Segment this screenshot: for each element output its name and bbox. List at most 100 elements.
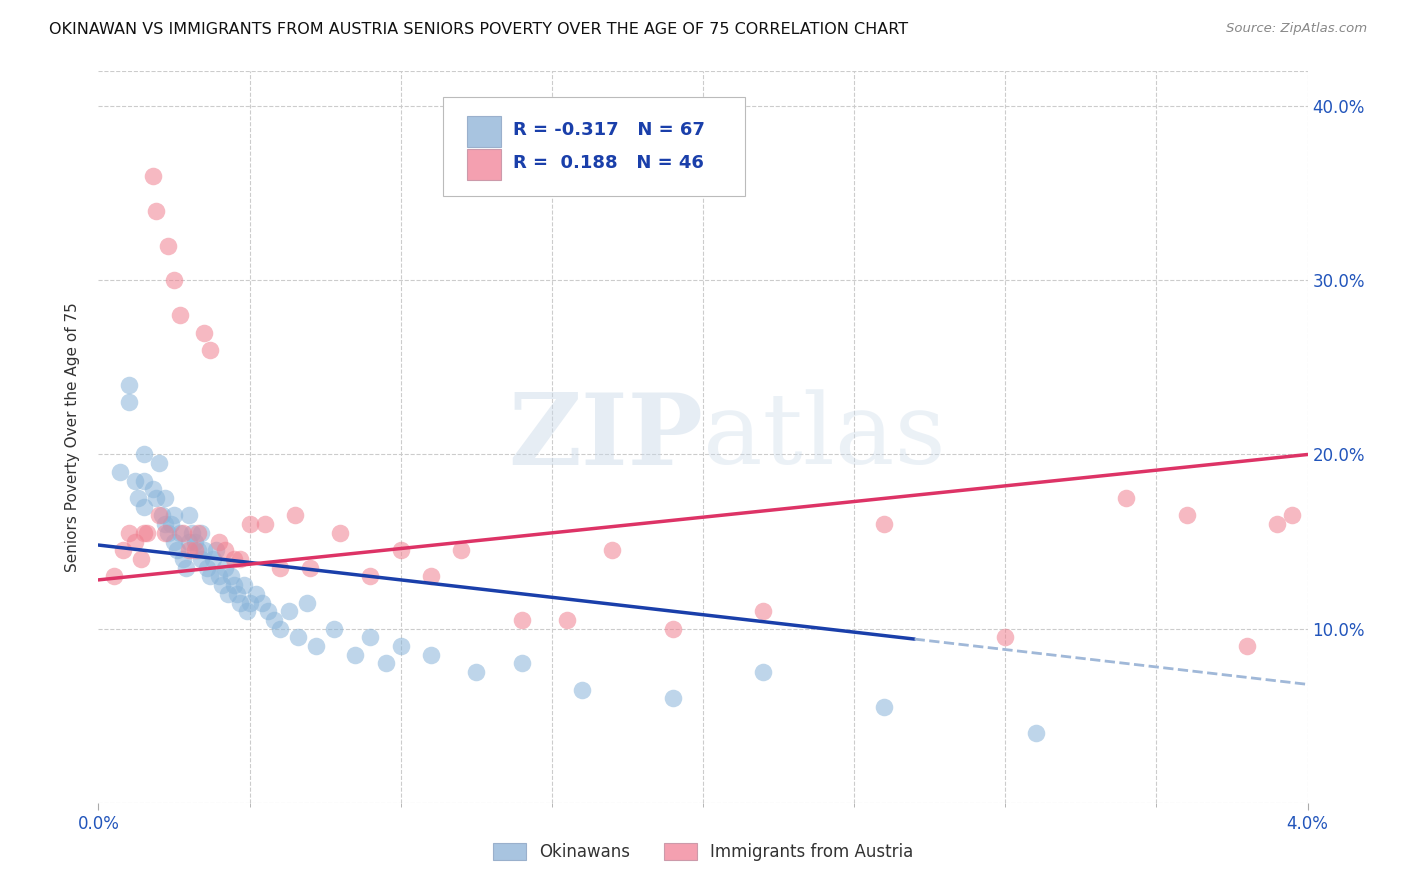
Point (181, 525, 204, 540)
Point (250, 595, 273, 609)
Text: R = -0.317   N = 67: R = -0.317 N = 67 (513, 121, 704, 139)
Point (163, 534, 186, 549)
Point (187, 543, 209, 558)
Point (190, 525, 212, 540)
Point (103, 569, 125, 583)
Point (153, 517, 176, 532)
Point (214, 560, 236, 574)
Point (142, 483, 165, 497)
FancyBboxPatch shape (467, 149, 501, 179)
Point (208, 534, 231, 549)
Point (142, 169, 165, 183)
Point (1236, 639, 1258, 653)
Point (148, 456, 170, 470)
Point (211, 578, 233, 592)
Point (132, 474, 155, 488)
Point (1281, 508, 1303, 523)
Point (323, 622, 346, 636)
Point (174, 560, 197, 574)
Point (169, 525, 191, 540)
Point (344, 648, 367, 662)
Point (284, 508, 307, 523)
Point (193, 326, 215, 340)
Point (277, 604, 299, 618)
Point (160, 517, 183, 532)
Point (169, 308, 191, 322)
Point (510, 613, 533, 627)
Point (1175, 508, 1198, 523)
Point (184, 534, 207, 549)
Point (193, 543, 215, 558)
Point (1025, 726, 1047, 740)
Point (571, 682, 593, 697)
Text: atlas: atlas (703, 389, 946, 485)
Point (420, 569, 443, 583)
Point (132, 500, 155, 514)
Point (1267, 517, 1289, 532)
Point (124, 534, 146, 549)
FancyBboxPatch shape (467, 116, 501, 146)
Point (269, 560, 291, 574)
Point (873, 517, 896, 532)
Point (179, 534, 201, 549)
Point (450, 543, 472, 558)
Point (132, 448, 155, 462)
Point (389, 639, 412, 653)
Point (295, 595, 318, 609)
Point (389, 543, 412, 558)
FancyBboxPatch shape (443, 97, 745, 195)
Point (360, 569, 382, 583)
Point (148, 508, 170, 523)
Point (118, 525, 141, 540)
Point (129, 552, 152, 566)
Point (873, 700, 896, 714)
Point (239, 595, 262, 609)
Point (145, 491, 167, 505)
Text: OKINAWAN VS IMMIGRANTS FROM AUSTRIA SENIORS POVERTY OVER THE AGE OF 75 CORRELATI: OKINAWAN VS IMMIGRANTS FROM AUSTRIA SENI… (49, 22, 908, 37)
Point (200, 569, 222, 583)
Point (195, 560, 218, 574)
Point (187, 525, 209, 540)
Point (232, 578, 254, 592)
Point (111, 543, 134, 558)
Point (263, 613, 285, 627)
Point (374, 657, 396, 671)
Point (752, 665, 775, 680)
Point (329, 525, 352, 540)
Point (253, 517, 276, 532)
Point (172, 525, 194, 540)
Point (224, 578, 246, 592)
Point (510, 657, 533, 671)
Point (256, 604, 278, 618)
Point (145, 203, 167, 218)
Point (202, 552, 225, 566)
Point (108, 465, 131, 479)
Point (163, 508, 186, 523)
Point (179, 543, 201, 558)
Point (156, 525, 179, 540)
Point (166, 543, 188, 558)
Point (221, 569, 243, 583)
Point (135, 525, 157, 540)
Point (179, 508, 201, 523)
Point (224, 552, 246, 566)
Y-axis label: Seniors Poverty Over the Age of 75: Seniors Poverty Over the Age of 75 (65, 302, 80, 572)
Legend: Okinawans, Immigrants from Austria: Okinawans, Immigrants from Austria (486, 836, 920, 868)
Point (239, 517, 262, 532)
Point (153, 491, 176, 505)
Point (172, 552, 194, 566)
Point (752, 604, 775, 618)
Point (555, 613, 578, 627)
Point (217, 587, 239, 601)
Point (214, 543, 236, 558)
Point (245, 587, 267, 601)
Point (163, 273, 186, 287)
Point (127, 491, 149, 505)
Point (124, 474, 146, 488)
Point (118, 377, 141, 392)
Point (360, 631, 382, 645)
Point (156, 238, 179, 252)
Point (235, 604, 257, 618)
Point (190, 552, 212, 566)
Point (132, 525, 155, 540)
